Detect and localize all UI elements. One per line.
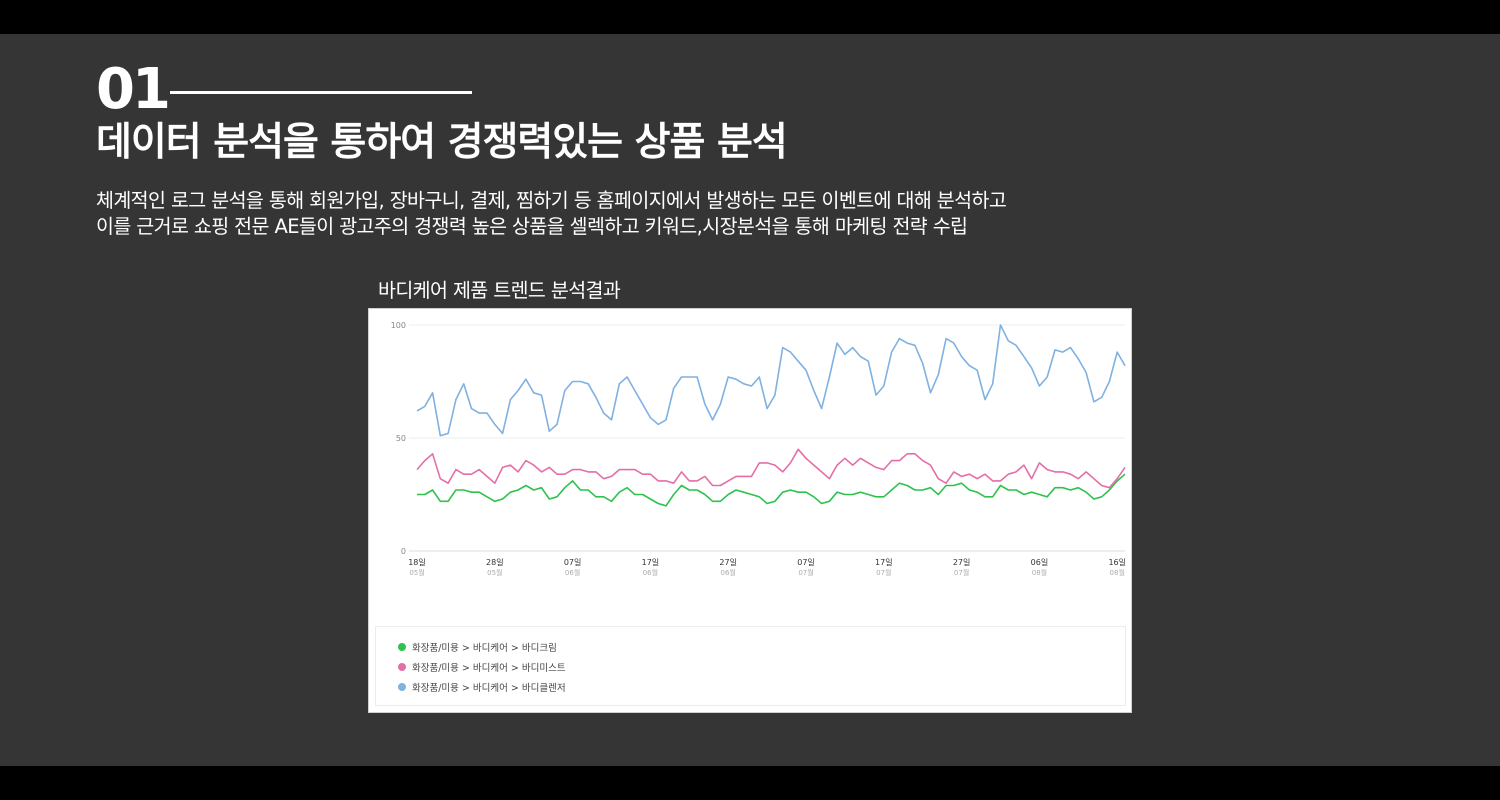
- section-title: 데이터 분석을 통하여 경쟁력있는 상품 분석: [96, 120, 788, 165]
- x-tick-day-label: 16일: [1108, 558, 1126, 567]
- legend-dot-icon: [398, 663, 406, 671]
- x-tick-day-label: 27일: [953, 558, 971, 567]
- x-tick-day-label: 17일: [875, 558, 893, 567]
- x-tick-month-label: 08월: [1110, 568, 1125, 577]
- x-tick-month-label: 08월: [1032, 568, 1047, 577]
- trend-chart-panel: 100 50 0 18일 05월 28일 05월 07일 06월 17일 06월 27일 06월 07일 0…: [368, 308, 1132, 713]
- x-tick-day-label: 27일: [719, 558, 737, 567]
- x-tick-month-label: 05월: [487, 568, 502, 577]
- legend-label: 화장품/미용 > 바디케어 > 바디미스트: [412, 663, 566, 674]
- section-number: 01: [96, 57, 171, 122]
- description-line-2: 이를 근거로 쇼핑 전문 AE들이 광고주의 경쟁력 높은 상품을 셀렉하고 키…: [96, 215, 968, 238]
- legend-item: 화장품/미용 > 바디케어 > 바디크림: [398, 637, 1125, 657]
- legend-item: 화장품/미용 > 바디케어 > 바디미스트: [398, 657, 1125, 677]
- slide: 01 데이터 분석을 통하여 경쟁력있는 상품 분석 체계적인 로그 분석을 통…: [0, 34, 1500, 766]
- trend-line-chart: 10050018일05월28일05월07일06월17일06월27일06월07일0…: [391, 321, 1126, 577]
- chart-caption: 바디케어 제품 트렌드 분석결과: [378, 279, 621, 302]
- x-tick-month-label: 07월: [876, 568, 891, 577]
- section-number-rule: [170, 91, 472, 94]
- series-line-2: [416, 448, 1126, 489]
- x-tick-month-label: 07월: [954, 568, 969, 577]
- description-line-1: 체계적인 로그 분석을 통해 회원가입, 장바구니, 결제, 찜하기 등 홈페이…: [96, 189, 1007, 212]
- x-tick-month-label: 07월: [798, 568, 813, 577]
- x-tick-day-label: 07일: [564, 558, 582, 567]
- series-line-3: [416, 324, 1126, 437]
- legend-label: 화장품/미용 > 바디케어 > 바디크림: [412, 643, 557, 654]
- legend-dot-icon: [398, 683, 406, 691]
- x-tick-month-label: 06월: [565, 568, 580, 577]
- x-tick-month-label: 06월: [643, 568, 658, 577]
- series-line-1: [417, 473, 1126, 507]
- x-tick-day-label: 17일: [642, 558, 660, 567]
- y-tick-label: 100: [391, 321, 406, 330]
- x-tick-month-label: 06월: [721, 568, 736, 577]
- x-tick-day-label: 06일: [1031, 558, 1049, 567]
- legend-dot-icon: [398, 643, 406, 651]
- y-tick-label: 50: [396, 434, 406, 443]
- description: 체계적인 로그 분석을 통해 회원가입, 장바구니, 결제, 찜하기 등 홈페이…: [96, 188, 1007, 240]
- x-tick-day-label: 28일: [486, 558, 504, 567]
- x-tick-month-label: 05월: [409, 568, 424, 577]
- y-tick-label: 0: [401, 547, 406, 556]
- legend-item: 화장품/미용 > 바디케어 > 바디클렌저: [398, 677, 1125, 697]
- x-tick-day-label: 18일: [408, 558, 426, 567]
- x-tick-day-label: 07일: [797, 558, 815, 567]
- legend-label: 화장품/미용 > 바디케어 > 바디클렌저: [412, 683, 566, 694]
